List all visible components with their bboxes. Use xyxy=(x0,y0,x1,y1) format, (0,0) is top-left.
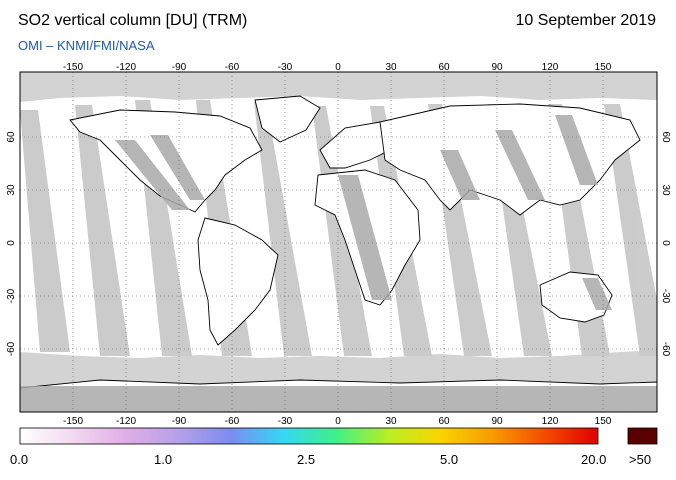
greenland xyxy=(254,95,321,143)
right-lat-tick: 30 xyxy=(660,184,671,196)
colorbar-overflow-label: >50 xyxy=(629,452,652,467)
top-lon-tick: -120 xyxy=(116,62,136,73)
map-title: SO2 vertical column [DU] (TRM) xyxy=(18,12,248,29)
left-lat-tick: 30 xyxy=(6,184,17,196)
bottom-lon-tick: 60 xyxy=(438,416,450,427)
colorbar-label: 2.5 xyxy=(297,452,316,467)
right-lat-tick: -30 xyxy=(660,289,671,304)
top-lon-tick: 120 xyxy=(542,62,559,73)
graticule xyxy=(20,72,657,412)
top-lon-tick: 150 xyxy=(595,62,612,73)
top-lon-tick: 30 xyxy=(385,62,397,73)
map-frame xyxy=(19,71,658,413)
left-lat-tick: 0 xyxy=(6,240,17,246)
map-date: 10 September 2019 xyxy=(515,12,656,29)
top-lon-tick: -30 xyxy=(278,62,293,73)
colorbar-label: 5.0 xyxy=(440,452,459,467)
colorbar-overflow-swatch xyxy=(627,427,658,445)
bottom-lon-tick: -30 xyxy=(278,416,293,427)
colorbar xyxy=(19,427,599,445)
bottom-lon-tick: -90 xyxy=(172,416,187,427)
bottom-lon-tick: -150 xyxy=(63,416,83,427)
colorbar-label: 0.0 xyxy=(10,452,29,467)
top-lon-tick: -90 xyxy=(172,62,187,73)
bottom-lon-tick: 0 xyxy=(335,416,341,427)
bottom-lon-tick: 90 xyxy=(491,416,503,427)
bottom-lon-tick: -60 xyxy=(225,416,240,427)
top-lon-tick: 60 xyxy=(438,62,450,73)
bottom-lon-tick: 150 xyxy=(595,416,612,427)
top-lon-tick: -150 xyxy=(63,62,83,73)
data-source: OMI – KNMI/FMI/NASA xyxy=(18,38,155,53)
right-lat-tick: -60 xyxy=(660,342,671,357)
left-lat-tick: 60 xyxy=(6,131,17,143)
left-lat-tick: -60 xyxy=(6,341,17,356)
left-lat-tick: -30 xyxy=(6,288,17,303)
right-lat-tick: 60 xyxy=(660,131,671,143)
bottom-lon-tick: 120 xyxy=(542,416,559,427)
top-lon-tick: -60 xyxy=(225,62,240,73)
colorbar-label: 20.0 xyxy=(581,452,607,467)
top-lon-tick: 90 xyxy=(491,62,503,73)
bottom-lon-tick: -120 xyxy=(116,416,136,427)
south-america xyxy=(197,217,279,346)
right-lat-tick: 0 xyxy=(660,240,671,246)
colorbar-label: 1.0 xyxy=(154,452,173,467)
north-polar-no-data xyxy=(20,72,657,102)
bottom-lon-tick: 30 xyxy=(385,416,397,427)
top-lon-tick: 0 xyxy=(335,62,341,73)
